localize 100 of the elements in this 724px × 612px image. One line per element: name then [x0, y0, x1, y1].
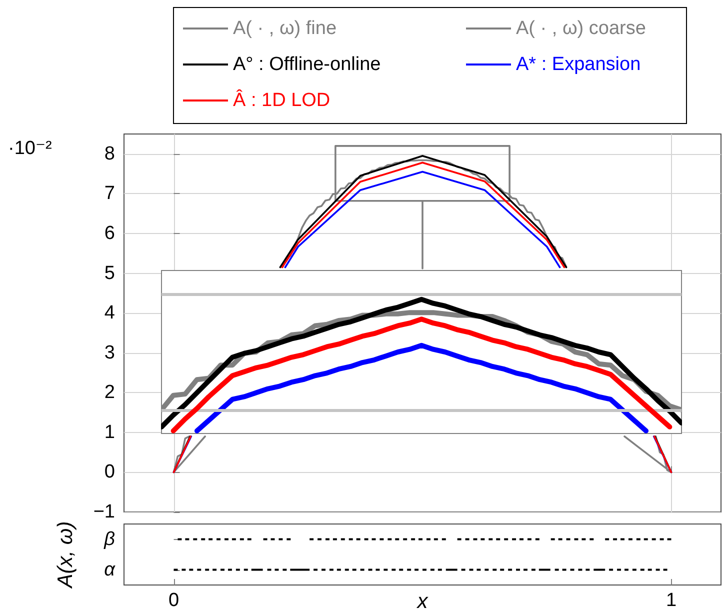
bar — [492, 568, 497, 571]
bar — [644, 538, 648, 540]
bar — [380, 538, 384, 540]
bar — [185, 538, 190, 540]
bar — [189, 568, 194, 571]
bar — [251, 568, 263, 571]
bar — [457, 538, 462, 540]
bar — [336, 568, 341, 571]
bar — [656, 568, 660, 571]
bar — [414, 568, 419, 571]
bar — [442, 538, 446, 540]
bar — [314, 568, 318, 571]
bar — [430, 568, 434, 571]
bar — [476, 568, 481, 571]
bar — [208, 538, 213, 540]
y-tick-label: 7 — [104, 183, 115, 204]
bar — [368, 568, 372, 571]
bar — [446, 568, 458, 571]
bar — [660, 538, 664, 540]
bar — [640, 568, 644, 571]
bar — [663, 568, 668, 571]
y-tick-label: 6 — [104, 222, 115, 244]
bar — [535, 538, 540, 540]
bar — [480, 538, 485, 540]
bar — [244, 568, 248, 571]
bar — [282, 568, 287, 571]
bar — [586, 568, 590, 571]
bar — [286, 538, 291, 540]
bar — [310, 538, 314, 540]
bar — [318, 538, 322, 540]
bar — [609, 568, 614, 571]
bar — [516, 568, 520, 571]
bar — [356, 538, 360, 540]
bar — [562, 568, 566, 571]
bar — [224, 538, 228, 540]
bar — [628, 538, 632, 540]
bar — [648, 568, 652, 571]
bar — [566, 538, 570, 540]
bar — [240, 538, 244, 540]
bar — [205, 568, 210, 571]
bar — [590, 538, 594, 540]
bar — [274, 568, 279, 571]
bar — [360, 568, 364, 571]
bar — [384, 568, 388, 571]
y-tick-label: α — [104, 559, 116, 580]
bar — [538, 568, 550, 571]
bar — [388, 538, 392, 540]
bar — [344, 568, 349, 571]
bar — [667, 538, 672, 540]
legend-label: A( · , ω) fine — [233, 18, 337, 39]
bar — [322, 568, 326, 571]
bar — [508, 568, 512, 571]
bar — [201, 538, 206, 540]
bar — [332, 538, 337, 540]
bar — [364, 538, 368, 540]
bar — [520, 538, 524, 540]
y-tick-label: −1 — [93, 502, 115, 522]
y-tick-label: 0 — [104, 462, 115, 483]
bar — [582, 538, 586, 540]
bar — [418, 538, 422, 540]
bar — [422, 568, 426, 571]
bar — [438, 568, 442, 571]
bar — [500, 568, 504, 571]
x-axis-title: x — [416, 590, 430, 612]
y-tick-label: 8 — [104, 143, 115, 164]
legend-label: A* : Expansion — [516, 54, 641, 75]
bar — [652, 538, 656, 540]
legend-label: A° : Offline-online — [233, 54, 381, 75]
bar — [236, 568, 240, 571]
y-tick-label: 2 — [104, 382, 115, 404]
y-tick-label: 4 — [104, 302, 116, 324]
bar — [512, 538, 516, 540]
bar — [594, 568, 606, 571]
bar — [395, 538, 400, 540]
bar — [578, 568, 582, 571]
bar — [504, 538, 508, 540]
bar — [484, 568, 489, 571]
bar — [632, 568, 636, 571]
bar — [182, 568, 186, 571]
bar — [403, 538, 408, 540]
bar — [263, 538, 268, 540]
bar — [267, 568, 272, 571]
bar — [488, 538, 493, 540]
bar — [624, 568, 628, 571]
bar — [212, 568, 217, 571]
bar — [178, 538, 182, 540]
bar — [220, 568, 224, 571]
bar — [228, 568, 232, 571]
legend-label: A( · , ω) coarse — [516, 18, 646, 39]
bar — [617, 568, 622, 571]
bar — [531, 568, 536, 571]
bar — [290, 568, 310, 571]
bar — [527, 538, 532, 540]
bar — [348, 538, 353, 540]
bar — [325, 538, 330, 540]
bar — [605, 538, 610, 540]
bar — [461, 568, 466, 571]
bar — [232, 538, 236, 540]
bar — [197, 568, 202, 571]
bar — [496, 538, 500, 540]
